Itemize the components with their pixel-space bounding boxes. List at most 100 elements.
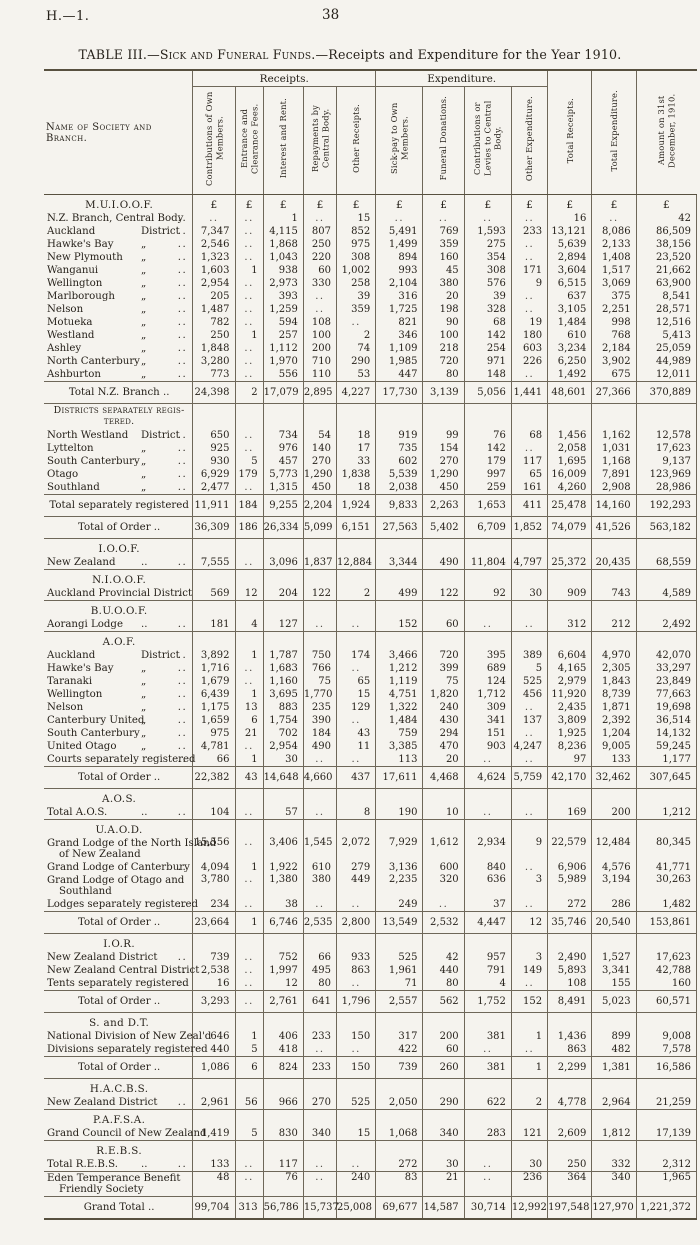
value-cell (463, 788, 512, 806)
value-cell: 113 (375, 752, 423, 767)
value-cell: 35,746 (547, 910, 592, 934)
column-header-amount-31-dec: Amount on 31st December, 1910. (635, 70, 697, 195)
society-cell: Marlborough „.. (44, 290, 193, 303)
column-header-other-expenditure: Other Expenditure. (510, 86, 548, 195)
value-cell: .. (234, 950, 264, 964)
value-cell: 807 (302, 225, 337, 238)
value-cell: 1,868 (262, 238, 304, 251)
value-cell: .. (336, 316, 376, 329)
value-cell: 30,263 (635, 873, 698, 898)
column-header-contributions: Contributions of Own Members. (192, 86, 235, 195)
value-cell: 133 (192, 1157, 235, 1172)
society-cell: Total of Order .. (44, 765, 193, 789)
value-cell: 490 (422, 555, 465, 570)
table-row: New Zealand Central District.. 2,538.. 1,9… (44, 963, 698, 977)
heading-row: R.E.B.S. (44, 1140, 698, 1158)
value-cell: 3,136 (375, 860, 423, 874)
value-cell: 9,833 (375, 493, 423, 517)
value-cell: 249 (375, 897, 423, 912)
value-cell: .. (234, 303, 264, 316)
table-row: Wellington „.. 6,439 1 3,695 1,770 15 4,751 1,82… (44, 687, 698, 701)
society-cell: N.Z. Branch, Central Body.. (44, 212, 193, 225)
funds-table: Name of Society and Branch. Receipts. Ex… (44, 69, 698, 1220)
value-cell: 42,070 (635, 648, 698, 662)
value-cell: 437 (336, 765, 376, 789)
value-cell: 23,520 (635, 251, 698, 264)
value-cell: 233 (302, 1055, 337, 1079)
table-row: South Canterbury „.. 930 5 457 270 33 602 270 179… (44, 454, 698, 468)
value-cell: 594 (262, 316, 304, 329)
value-cell (591, 600, 637, 618)
value-cell: 3,139 (422, 381, 465, 404)
value-cell: 26,334 (262, 515, 304, 539)
value-cell: 976 (262, 441, 304, 455)
section-subheading-line: Districts separately regis- (53, 405, 185, 416)
value-cell: 41,771 (635, 860, 698, 874)
value-cell: 2,038 (375, 480, 423, 495)
society-cell: Total R.E.B.S..... (44, 1157, 193, 1172)
value-cell: 971 (463, 355, 512, 368)
value-cell: 975 (192, 726, 235, 740)
leader-dots: .. (177, 304, 188, 315)
table-row: North Westland District.. 650.. 734 54 18 919 9… (44, 428, 698, 442)
value-cell: 235 (302, 700, 337, 714)
section-heading: P.A.F.S.A. (92, 1113, 146, 1126)
society-cell: R.E.B.S. (44, 1140, 193, 1158)
value-cell: 2,538 (192, 963, 235, 977)
column-header-label: Entrance and Clearance Fees. (238, 103, 260, 174)
value-cell: 1 (510, 1055, 548, 1079)
value-cell: 152 (375, 617, 423, 632)
value-cell: 4,797 (510, 555, 548, 570)
value-cell: 1,290 (302, 467, 337, 481)
value-cell: 1,612 (422, 836, 465, 861)
value-cell: 5,023 (591, 989, 637, 1013)
value-cell: .. (510, 290, 548, 303)
heading-row: P.A.F.S.A. (44, 1109, 698, 1127)
value-cell (635, 403, 698, 429)
value-cell: 80 (422, 976, 465, 991)
value-cell: 1,160 (262, 674, 304, 688)
heading-row: I.O.O.F. (44, 538, 698, 556)
value-cell (510, 631, 548, 649)
column-header-total-receipts: Total Receipts. (547, 70, 592, 195)
value-cell: 4,094 (192, 860, 235, 874)
society-name: Wanganui (47, 265, 99, 276)
value-cell: 2,251 (591, 303, 637, 316)
value-cell (234, 569, 264, 587)
ditto-mark: District (141, 649, 180, 661)
value-cell: 1,068 (375, 1126, 423, 1141)
value-cell: 272 (375, 1157, 423, 1172)
society-cell: Total N.Z. Branch .. (44, 381, 193, 404)
table-title-suffix: —Receipts and Expenditure for the Year 1… (315, 47, 622, 62)
value-cell: 317 (375, 1029, 423, 1043)
value-cell: .. (510, 238, 548, 251)
value-cell: 381 (463, 1029, 512, 1043)
value-cell: .. (336, 661, 376, 675)
value-cell (234, 1140, 264, 1158)
value-cell: 2,609 (547, 1126, 592, 1141)
value-cell: 1,499 (375, 238, 423, 251)
value-cell (336, 600, 376, 618)
value-cell (591, 788, 637, 806)
column-header-label: Total Receipts. (564, 97, 575, 164)
value-cell: 340 (422, 1126, 465, 1141)
value-cell: 15 (336, 212, 376, 225)
value-cell: 33 (336, 454, 376, 468)
value-cell: 123,969 (635, 467, 698, 481)
value-cell: 74,079 (547, 515, 592, 539)
value-cell: 307,645 (635, 765, 698, 789)
value-cell (234, 1078, 264, 1096)
value-cell: £ (510, 194, 548, 212)
value-cell: 154 (422, 441, 465, 455)
value-cell: .. (302, 290, 337, 303)
value-cell: .. (302, 805, 337, 820)
value-cell: 1,168 (591, 454, 637, 468)
value-cell: 399 (422, 661, 465, 675)
value-cell (510, 538, 548, 556)
value-cell (547, 631, 592, 649)
leader-dots: .. (177, 252, 188, 263)
value-cell: 140 (302, 441, 337, 455)
table-row: Total A.O.S..... 104.. 57.. 8 190 10.... 169 20… (44, 805, 698, 820)
value-cell: .. (234, 836, 264, 861)
